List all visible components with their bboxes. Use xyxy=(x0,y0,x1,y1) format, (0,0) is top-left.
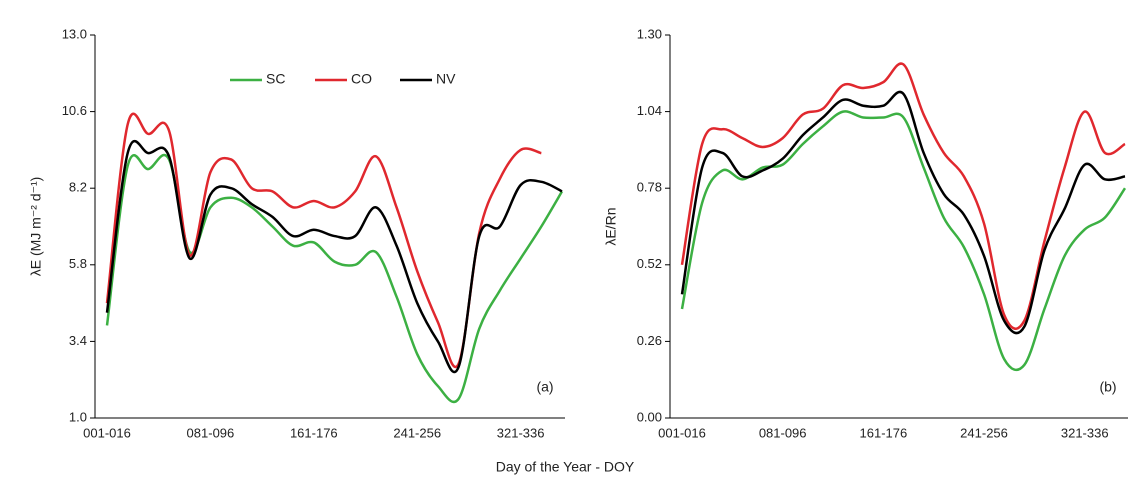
legend-label: CO xyxy=(351,71,372,87)
panel-label: (b) xyxy=(1099,379,1116,395)
y-axis-title: λE/Rn xyxy=(603,207,619,245)
y-tick-label: 8.2 xyxy=(69,180,87,195)
y-tick-label: 1.30 xyxy=(637,26,662,41)
x-tick-label: 321-336 xyxy=(1061,425,1109,440)
x-tick-label: 321-336 xyxy=(497,425,545,440)
y-tick-label: 0.78 xyxy=(637,180,662,195)
legend-label: SC xyxy=(266,71,285,87)
x-tick-label: 001-016 xyxy=(658,425,706,440)
x-tick-label: 241-256 xyxy=(393,425,441,440)
series-line xyxy=(680,90,1126,335)
x-tick-label: 161-176 xyxy=(860,425,908,440)
x-tick-label: 081-096 xyxy=(759,425,807,440)
series-line xyxy=(105,112,542,368)
y-tick-label: 3.4 xyxy=(69,333,87,348)
y-tick-label: 1.04 xyxy=(637,103,662,118)
x-tick-label: 081-096 xyxy=(187,425,235,440)
panel-label: (a) xyxy=(536,379,553,395)
legend-label: NV xyxy=(436,71,456,87)
x-tick-label: 001-016 xyxy=(83,425,131,440)
y-tick-label: 5.8 xyxy=(69,256,87,271)
series-line xyxy=(680,110,1127,372)
y-tick-label: 0.26 xyxy=(637,333,662,348)
x-tick-label: 161-176 xyxy=(290,425,338,440)
y-tick-label: 13.0 xyxy=(62,26,87,41)
x-tick-label: 241-256 xyxy=(960,425,1008,440)
y-tick-label: 10.6 xyxy=(62,103,87,118)
x-axis-title: Day of the Year - DOY xyxy=(496,459,635,475)
y-tick-label: 0.52 xyxy=(637,256,662,271)
series-line xyxy=(680,62,1126,330)
y-axis-title: λE (MJ m⁻² d⁻¹) xyxy=(28,177,44,277)
series-line xyxy=(105,140,563,374)
y-tick-label: 1.0 xyxy=(69,409,87,424)
y-tick-label: 0.00 xyxy=(637,409,662,424)
